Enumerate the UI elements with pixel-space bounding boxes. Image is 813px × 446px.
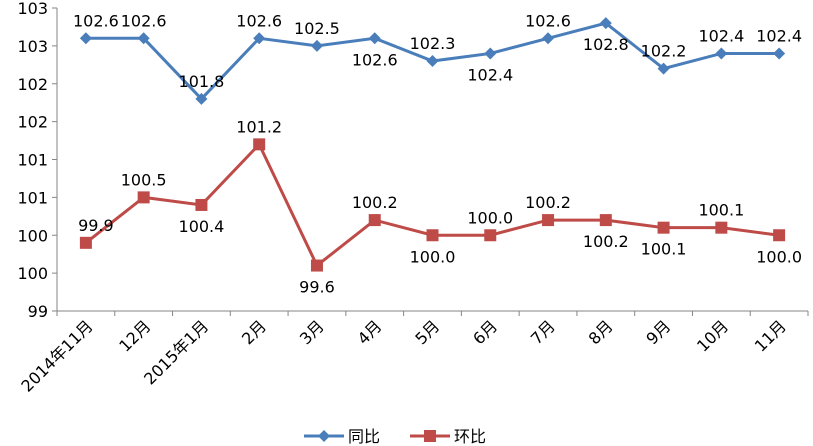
data-label: 101.8	[179, 72, 225, 91]
legend-label: 环比	[454, 427, 486, 446]
x-tick-label: 9月	[642, 316, 674, 348]
y-tick-label: 100	[17, 264, 48, 283]
x-tick-label: 2月	[238, 316, 270, 348]
y-tick-label: 101	[17, 151, 48, 170]
data-point-diamond	[773, 47, 786, 60]
data-point-square	[773, 229, 786, 242]
legend-marker-diamond	[318, 430, 330, 442]
data-point-square	[657, 221, 670, 234]
data-label: 100.2	[583, 232, 629, 251]
y-tick-label: 102	[17, 75, 48, 94]
data-label: 102.6	[73, 11, 119, 30]
data-label: 102.4	[467, 65, 513, 84]
data-point-square	[137, 191, 150, 204]
x-tick-label: 3月	[296, 316, 328, 348]
x-tick-label: 6月	[469, 316, 501, 348]
y-tick-label: 103	[17, 0, 48, 18]
data-label: 102.4	[698, 26, 744, 45]
data-point-square	[484, 229, 497, 242]
data-point-diamond	[484, 47, 497, 60]
data-point-square	[310, 259, 323, 272]
y-tick-label: 102	[17, 113, 48, 132]
data-label: 100.2	[525, 193, 571, 212]
data-label: 100.1	[698, 201, 744, 220]
data-label: 102.3	[410, 34, 456, 53]
x-tick-label: 10月	[693, 316, 732, 355]
x-tick-label: 5月	[411, 316, 443, 348]
data-label: 102.6	[525, 11, 571, 30]
data-point-diamond	[253, 32, 266, 45]
data-label: 102.6	[121, 11, 167, 30]
legend-marker-square	[424, 430, 436, 442]
data-label: 100.1	[641, 240, 687, 259]
y-tick-label: 101	[17, 188, 48, 207]
data-label: 102.5	[294, 19, 340, 38]
legend-label: 同比	[348, 427, 380, 446]
data-point-square	[195, 198, 208, 211]
data-point-diamond	[310, 39, 323, 52]
data-point-diamond	[79, 32, 92, 45]
y-tick-label: 99	[28, 302, 48, 321]
data-label: 99.6	[299, 278, 335, 297]
data-point-square	[79, 236, 92, 249]
series-mom: 99.9 100.5 100.4 101.2 99.6 100.2 100.0 100.0 10…	[78, 117, 802, 296]
data-label: 99.9	[78, 216, 114, 235]
data-point-diamond	[426, 55, 439, 68]
data-label: 102.4	[756, 26, 802, 45]
data-label: 102.6	[352, 50, 398, 69]
data-point-diamond	[137, 32, 150, 45]
data-point-diamond	[368, 32, 381, 45]
data-point-square	[426, 229, 439, 242]
data-label: 100.2	[352, 193, 398, 212]
data-point-diamond	[195, 92, 208, 105]
data-point-diamond	[715, 47, 728, 60]
data-point-diamond	[542, 32, 555, 45]
data-point-square	[253, 138, 266, 151]
x-tick-label: 7月	[527, 316, 559, 348]
data-label: 100.5	[121, 170, 167, 189]
legend: 同比 环比	[304, 427, 486, 446]
y-tick-label: 100	[17, 226, 48, 245]
data-point-square	[542, 214, 555, 227]
data-point-square	[599, 214, 612, 227]
data-label: 102.8	[583, 35, 629, 54]
x-tick-label: 12月	[115, 316, 154, 355]
data-point-square	[715, 221, 728, 234]
x-tick-label: 11月	[751, 316, 790, 355]
data-label: 100.0	[467, 208, 513, 227]
x-tick-label: 4月	[354, 316, 386, 348]
data-label: 100.0	[756, 247, 802, 266]
x-tick-label: 2014年11月	[17, 316, 96, 395]
data-point-square	[368, 214, 381, 227]
data-label: 100.0	[410, 247, 456, 266]
y-tick-label: 103	[17, 37, 48, 56]
data-label: 102.6	[236, 11, 282, 30]
data-label: 101.2	[236, 117, 282, 136]
data-point-diamond	[657, 62, 670, 75]
data-label: 100.4	[179, 217, 225, 236]
data-point-diamond	[599, 17, 612, 30]
x-tick-label: 8月	[585, 316, 617, 348]
data-label: 102.2	[641, 42, 687, 61]
